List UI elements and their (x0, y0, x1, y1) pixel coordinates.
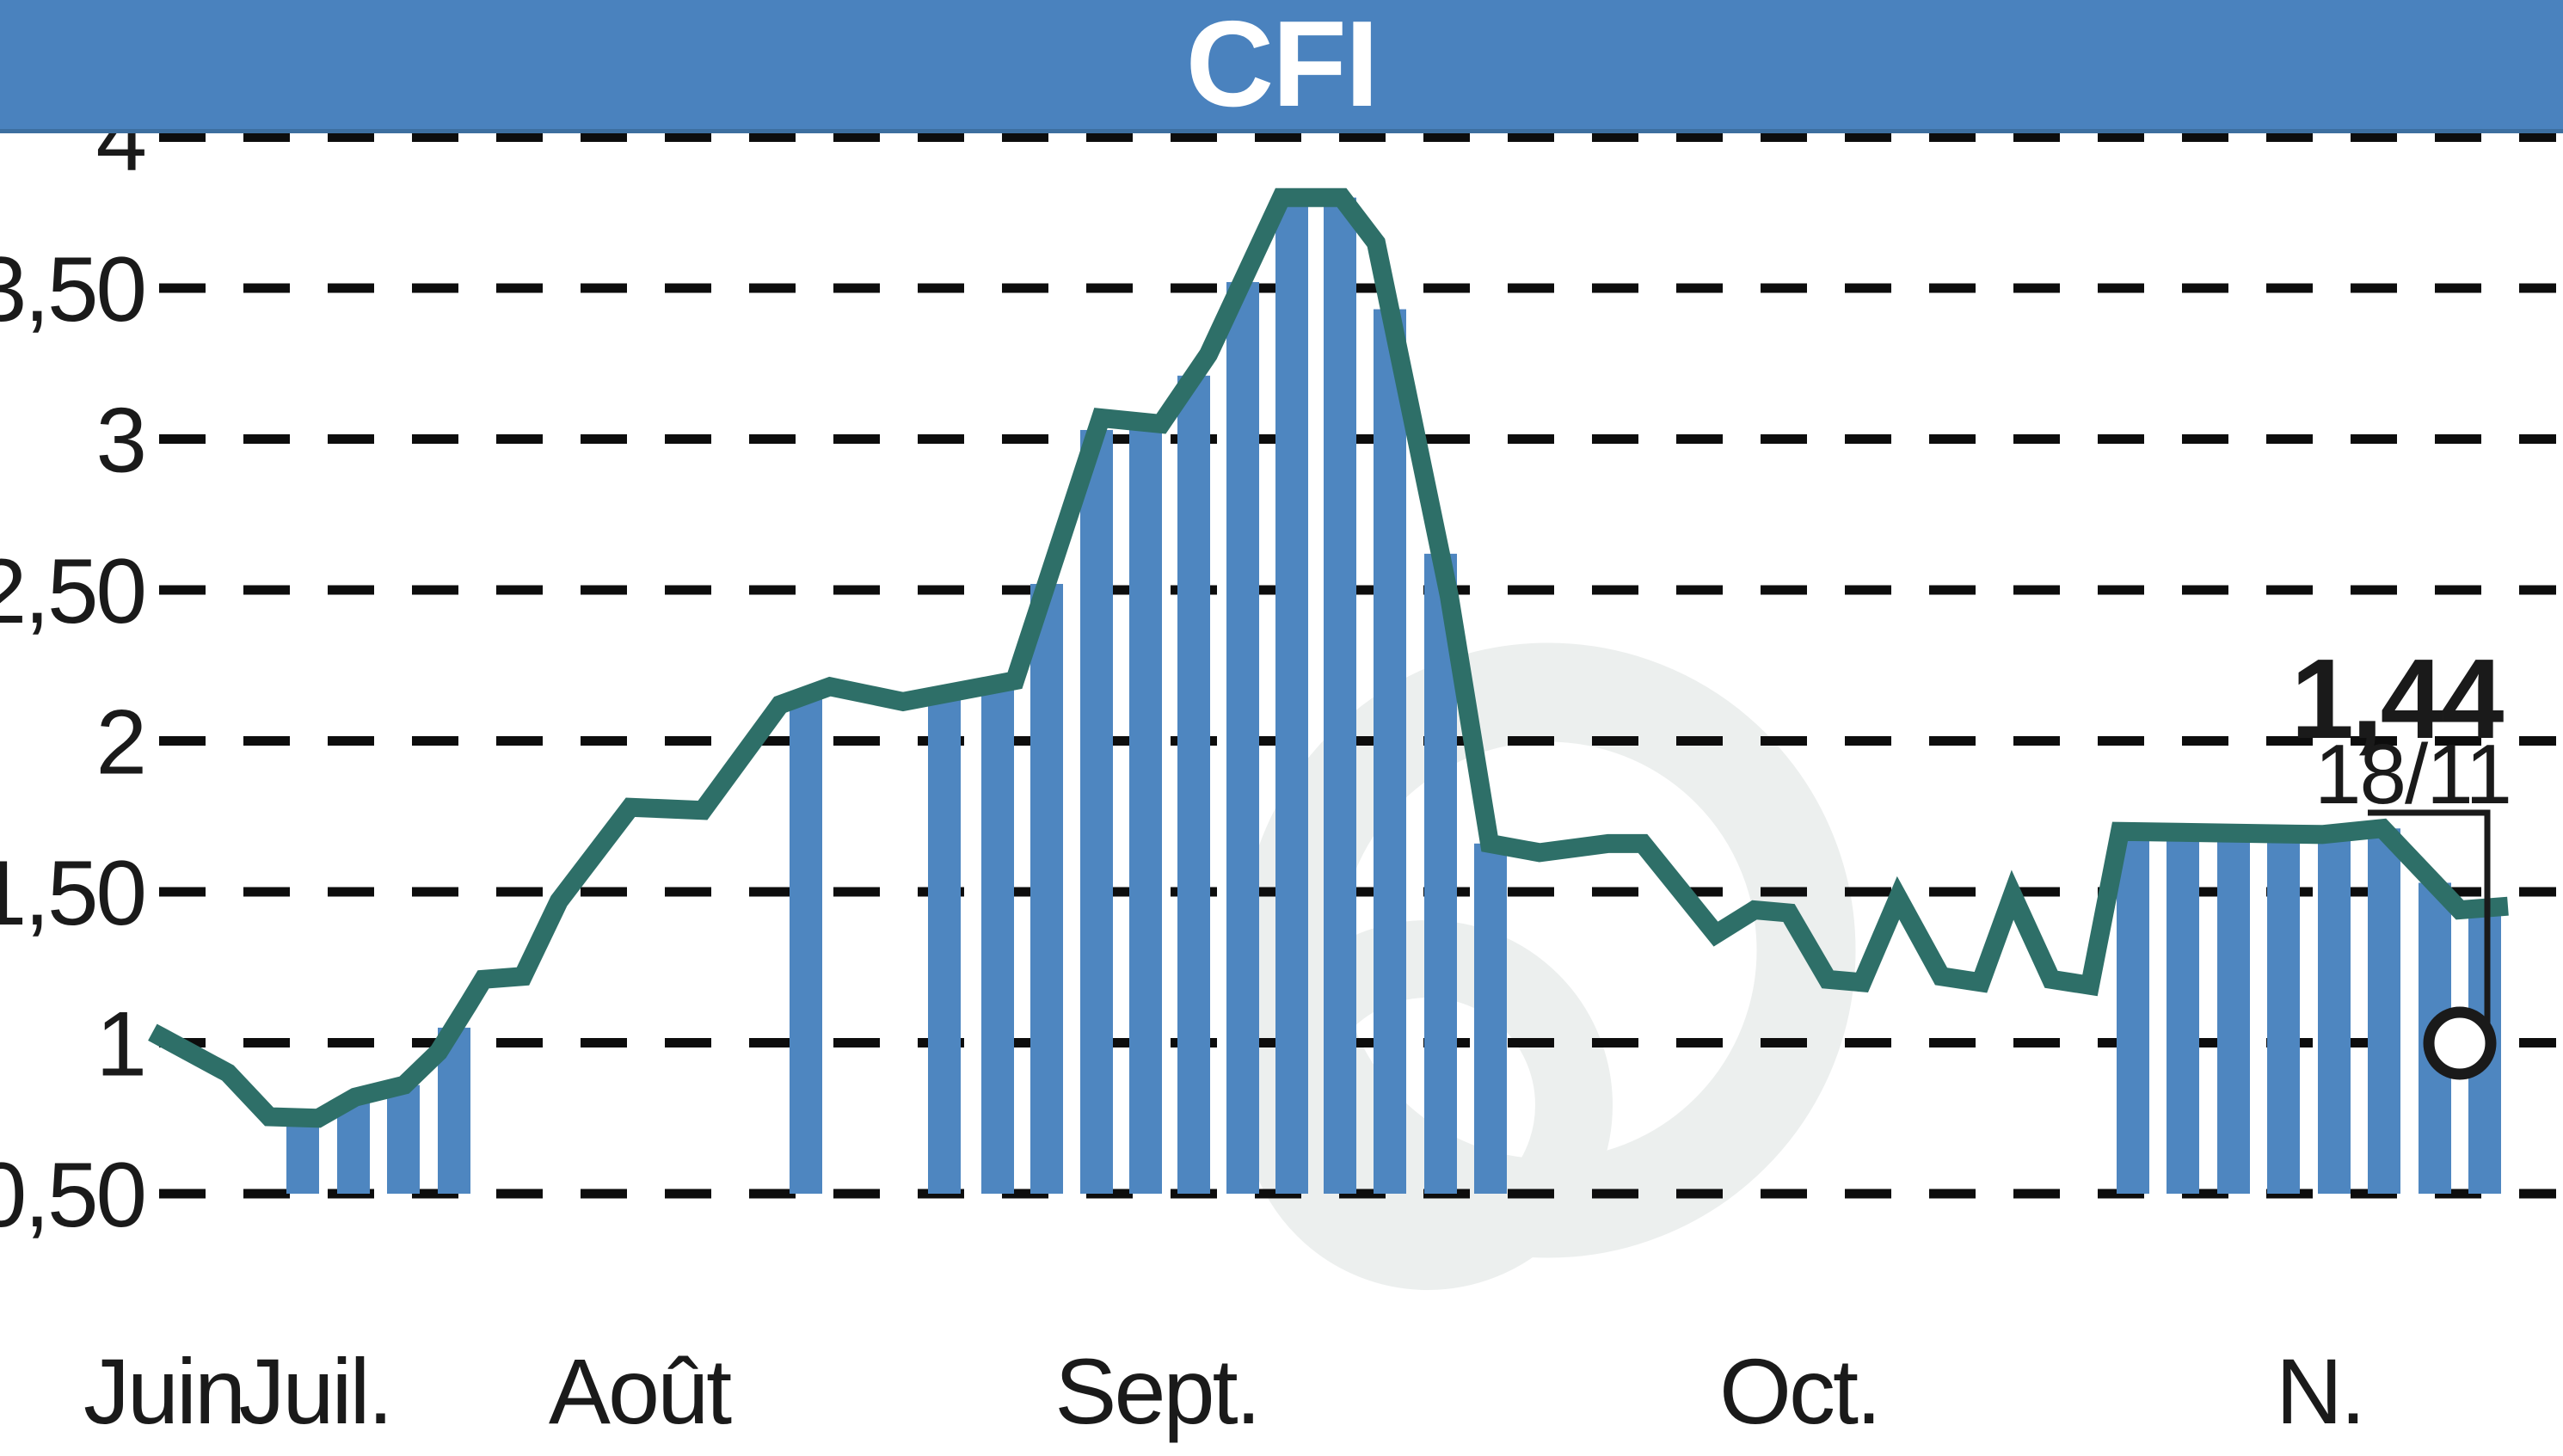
y-axis-label-1,50: 1,50 (0, 841, 144, 944)
chart-title: CFI (1185, 0, 1380, 132)
volume-bar (1226, 281, 1259, 1194)
x-axis-label-N: N. (2276, 1339, 2363, 1443)
volume-bar (1374, 309, 1406, 1194)
y-axis-label-1: 1 (95, 992, 144, 1096)
y-axis-label-2: 2 (95, 691, 144, 794)
volume-bar (1129, 423, 1162, 1194)
volume-bar (1080, 429, 1113, 1195)
volume-bar (387, 1084, 420, 1194)
volume-bar (790, 695, 822, 1194)
volume-bar (2267, 831, 2300, 1194)
last-price-marker (2423, 1006, 2497, 1080)
volume-bar (1275, 197, 1308, 1195)
volume-bar (1030, 583, 1063, 1194)
last-price-callout-line (2368, 809, 2491, 1047)
last-price-date: 18/11 (2314, 727, 2511, 821)
last-price-value: 1,44 (2291, 636, 2504, 762)
volume-bar (2167, 831, 2199, 1194)
volume-bar (286, 1118, 319, 1194)
x-axis-label-Juin: Juin (83, 1339, 243, 1443)
y-axis-label-3,50: 3,50 (0, 237, 144, 341)
y-axis-label-4: 4 (95, 133, 144, 190)
x-axis-label-Juil: Juil. (238, 1339, 390, 1443)
volume-bar (1474, 843, 1507, 1194)
x-axis-label-Aot: Août (549, 1339, 732, 1443)
volume-bar (2117, 831, 2149, 1194)
y-axis-label-3: 3 (95, 389, 144, 492)
volume-bar (981, 683, 1014, 1194)
volume-bar (1324, 197, 1356, 1195)
volume-bar (2318, 834, 2351, 1194)
header-bar: CFI (0, 0, 2563, 133)
volume-bar (2368, 828, 2400, 1194)
x-axis-label-Oct: Oct. (1719, 1339, 1879, 1443)
volume-bar (1177, 375, 1210, 1194)
y-axis-label-0,50: 0,50 (0, 1143, 144, 1246)
volume-bar (928, 692, 961, 1194)
volume-bar (2217, 831, 2250, 1194)
x-axis-label-Sept: Sept. (1054, 1339, 1258, 1443)
y-axis-label-2,50: 2,50 (0, 539, 144, 642)
price-line (148, 187, 2509, 1128)
